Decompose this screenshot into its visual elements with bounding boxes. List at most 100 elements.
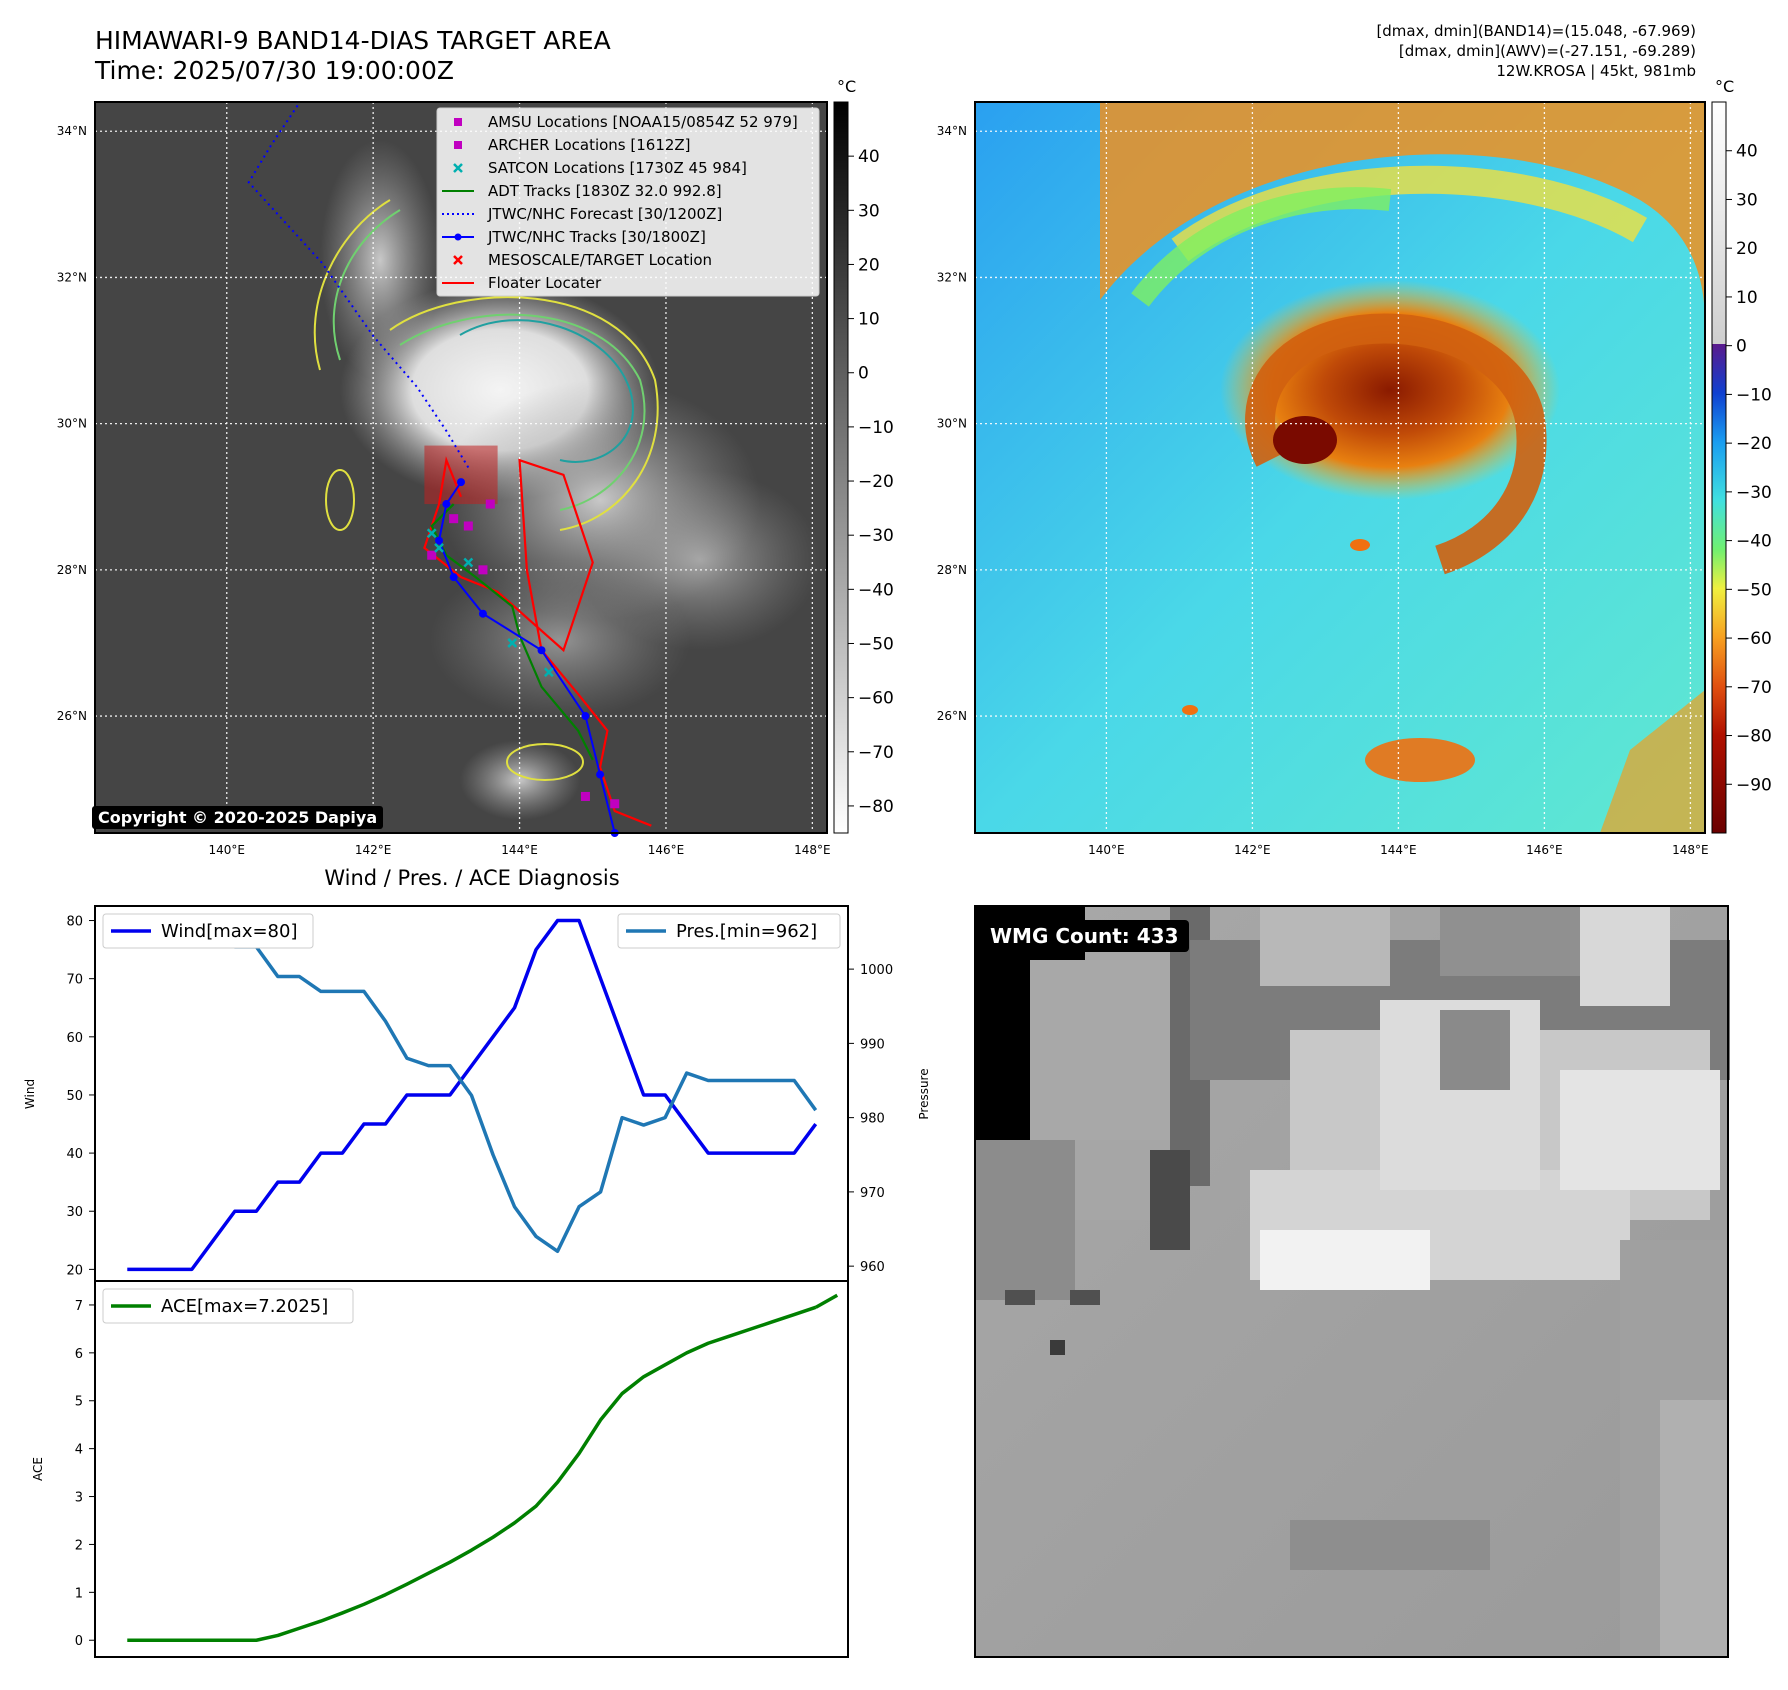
lon-tick-label: 140°E bbox=[209, 843, 246, 857]
colorbar-left-ticks: °C 40 30 20 10 0 −10 −20 −30 −40 −50 −60 −70 −80 bbox=[837, 77, 894, 817]
legend-marker bbox=[454, 233, 462, 241]
colorbar-tick-label: 20 bbox=[1736, 239, 1758, 259]
jtwc-track-point bbox=[457, 478, 465, 487]
colorbar-tick-label: −20 bbox=[1736, 434, 1772, 454]
lat-tick-label: 30°N bbox=[937, 417, 967, 431]
colorbar-tick-label: −60 bbox=[1736, 629, 1772, 649]
colorbar-tick-label: 10 bbox=[858, 310, 880, 330]
lon-tick-label: 144°E bbox=[501, 843, 538, 857]
legend-label: JTWC/NHC Tracks [30/1800Z] bbox=[487, 228, 706, 246]
colorbar-tick-label: 30 bbox=[858, 201, 880, 221]
chart-legend-box bbox=[102, 913, 314, 949]
colorbar-tick-label: 20 bbox=[858, 255, 880, 275]
jtwc-track-point bbox=[449, 573, 458, 582]
lat-tick-label: 28°N bbox=[57, 563, 87, 577]
lat-tick-label: 34°N bbox=[57, 124, 87, 138]
y-tick-label: 40 bbox=[66, 1147, 83, 1162]
legend-marker bbox=[454, 141, 462, 149]
amsu-location-marker bbox=[610, 799, 620, 809]
amsu-location-marker bbox=[478, 565, 488, 575]
chart-legend-label: Pres.[min=962] bbox=[676, 921, 817, 942]
colorbar-left bbox=[833, 101, 849, 834]
figure-title-line2: Time: 2025/07/30 19:00:00Z bbox=[95, 56, 454, 85]
y-tick-label: 5 bbox=[75, 1395, 83, 1410]
lon-tick-label: 146°E bbox=[648, 843, 685, 857]
y-right-tick-label: 970 bbox=[860, 1186, 885, 1201]
series-line-end bbox=[814, 1293, 839, 1309]
jtwc-track-point bbox=[442, 500, 451, 509]
legend-label: MESOSCALE/TARGET Location bbox=[488, 251, 712, 269]
ace-chart: 0 1 2 3 4 5 6 7 ACE[max=7.2025] bbox=[75, 1280, 849, 1658]
awv-map-frame bbox=[974, 101, 1706, 834]
colorbar-tick-label: −10 bbox=[858, 418, 894, 438]
y-tick-label: 6 bbox=[75, 1347, 83, 1362]
y-right-tick-label: 980 bbox=[860, 1112, 885, 1127]
y-tick-label: 4 bbox=[75, 1443, 83, 1458]
y-tick-label: 7 bbox=[75, 1299, 83, 1314]
legend-label: JTWC/NHC Forecast [30/1200Z] bbox=[487, 205, 722, 223]
satcon-location-marker bbox=[426, 528, 437, 539]
awv-map-panel bbox=[975, 102, 1705, 833]
legend-marker bbox=[453, 255, 463, 265]
ir-map-tick-labels: 34°N 32°N 30°N 28°N 26°N 140°E 142°E 144°E 146°E… bbox=[57, 124, 831, 857]
lon-tick-label: 148°E bbox=[794, 843, 831, 857]
y-tick-label: 30 bbox=[66, 1205, 83, 1220]
lon-tick-label: 148°E bbox=[1672, 843, 1709, 857]
y-tick-label: 3 bbox=[75, 1491, 83, 1506]
colorbar-tick-label: −70 bbox=[858, 743, 894, 763]
jtwc-track-point bbox=[596, 770, 605, 779]
colorbar-unit-label: °C bbox=[837, 77, 856, 96]
y-tick-label: 2 bbox=[75, 1538, 83, 1553]
lon-tick-label: 144°E bbox=[1380, 843, 1417, 857]
colorbar-tick-label: −30 bbox=[858, 526, 894, 546]
adt-track-line bbox=[430, 503, 594, 761]
chart-legend-box bbox=[617, 913, 841, 949]
colorbar-tick-label: −90 bbox=[1736, 775, 1772, 795]
wmg-panel bbox=[975, 906, 1730, 1657]
info-line1: [dmax, dmin](BAND14)=(15.048, -67.969) bbox=[1376, 22, 1696, 40]
y-right-tick-label: 990 bbox=[860, 1037, 885, 1052]
ir-map-frame bbox=[94, 101, 828, 834]
y-tick-label: 80 bbox=[66, 915, 83, 930]
lon-tick-label: 146°E bbox=[1526, 843, 1563, 857]
chart-title: Wind / Pres. / ACE Diagnosis bbox=[324, 866, 619, 890]
y-tick-label: 1 bbox=[75, 1586, 83, 1601]
lat-tick-label: 32°N bbox=[57, 270, 87, 284]
info-line2: [dmax, dmin](AWV)=(-27.151, -69.289) bbox=[1398, 42, 1696, 60]
legend-label: ARCHER Locations [1612Z] bbox=[488, 136, 691, 154]
colorbar-tick-label: 40 bbox=[1736, 142, 1758, 162]
ace-axis-label: ACE bbox=[31, 1457, 45, 1481]
lat-tick-label: 32°N bbox=[937, 270, 967, 284]
awv-map-tick-labels: 34°N 32°N 30°N 28°N 26°N 140°E 142°E 144°E 146°E… bbox=[937, 124, 1709, 857]
satcon-location-marker bbox=[463, 557, 474, 568]
copyright-label: Copyright © 2020-2025 Dapiya bbox=[92, 806, 384, 829]
legend-label: SATCON Locations [1730Z 45 984] bbox=[488, 159, 747, 177]
awv-map-gridlines bbox=[975, 102, 1705, 833]
amsu-location-marker bbox=[580, 791, 590, 801]
colorbar-tick-label: −60 bbox=[858, 689, 894, 709]
legend-label: Floater Locater bbox=[488, 274, 602, 292]
jtwc-track-point bbox=[581, 712, 590, 721]
colorbar-tick-label: −40 bbox=[858, 580, 894, 600]
lat-tick-label: 26°N bbox=[937, 709, 967, 723]
jtwc-track-point bbox=[537, 646, 546, 655]
colorbar-tick-label: 30 bbox=[1736, 190, 1758, 210]
legend-label: ADT Tracks [1830Z 32.0 992.8] bbox=[488, 182, 722, 200]
colorbar-tick-label: −40 bbox=[1736, 532, 1772, 552]
colorbar-right bbox=[1711, 101, 1727, 834]
satcon-location-marker bbox=[543, 667, 554, 678]
legend-marker bbox=[454, 118, 462, 126]
colorbar-unit-label: °C bbox=[1715, 77, 1734, 96]
map-legend: AMSU Locations [NOAA15/0854Z 52 979] ARCH… bbox=[436, 107, 820, 297]
satcon-location-marker bbox=[434, 543, 444, 553]
ir-map-tracks bbox=[247, 101, 652, 837]
amsu-location-marker bbox=[449, 514, 459, 524]
legend-label: AMSU Locations [NOAA15/0854Z 52 979] bbox=[488, 113, 798, 131]
wmg-count-badge: WMG Count: 433 bbox=[980, 920, 1189, 952]
colorbar-right-ticks: °C 40 30 20 10 0 −10 −20 −30 −40 −50 −60 −70 −80 −90 bbox=[1715, 77, 1772, 795]
wmg-panel-frame bbox=[974, 905, 1729, 1658]
amsu-location-marker bbox=[463, 521, 473, 531]
satcon-location-marker bbox=[507, 638, 518, 648]
figure-title-line1: HIMAWARI-9 BAND14-DIAS TARGET AREA bbox=[95, 26, 611, 55]
